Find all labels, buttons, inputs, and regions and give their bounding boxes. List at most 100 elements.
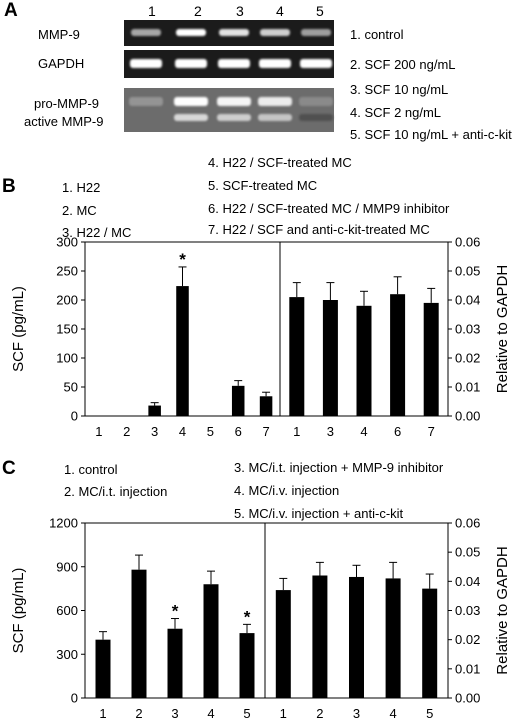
y2-tick-label: 0.00 — [455, 409, 480, 424]
bar — [131, 569, 147, 698]
y2-tick-label: 0.01 — [455, 380, 480, 395]
x-tick-label: 1 — [99, 706, 106, 721]
y-tick-label: 600 — [56, 603, 78, 618]
bar — [231, 385, 245, 416]
x-tick-label: 5 — [426, 706, 433, 721]
y-tick-label: 0 — [71, 409, 78, 424]
pro-mmp9-band — [217, 97, 251, 106]
legend-a-item: 4. SCF 2 ng/mL — [350, 105, 442, 120]
y-tick-label: 900 — [56, 559, 78, 574]
legend-b-item: 5. SCF-treated MC — [208, 178, 318, 193]
bar — [423, 302, 439, 416]
y2-tick-label: 0.05 — [455, 545, 480, 560]
x-tick-label: 7 — [262, 424, 269, 439]
legend-c-item: 5. MC/i.v. injection + anti-c-kit — [234, 506, 404, 521]
pro-mmp9-band — [174, 97, 208, 106]
x-tick-label: 7 — [428, 424, 435, 439]
y-tick-label: 50 — [64, 380, 78, 395]
mmp9-gel-image — [124, 20, 334, 46]
legend-c-item: 1. control — [64, 462, 118, 477]
bar — [176, 286, 189, 416]
bar — [322, 300, 338, 416]
x-tick-label: 6 — [394, 424, 401, 439]
gapdh-band — [218, 59, 250, 68]
y2-tick-label: 0.02 — [455, 351, 480, 366]
y-tick-label: 0 — [71, 691, 78, 706]
y2-axis-title: Relative to GAPDH — [494, 265, 511, 393]
legend-a-item: 5. SCF 10 ng/mL + anti-c-kit — [350, 127, 512, 142]
zymogram-image — [124, 88, 334, 132]
y2-tick-label: 0.04 — [455, 574, 480, 589]
lane-number: 3 — [236, 3, 244, 19]
bar — [203, 584, 219, 698]
x-tick-label: 2 — [135, 706, 142, 721]
panel-b-label: B — [2, 176, 16, 197]
bar — [289, 297, 305, 416]
active-mmp9-band — [258, 114, 292, 121]
y2-tick-label: 0.06 — [455, 516, 480, 531]
gel-label-mmp9: MMP-9 — [38, 27, 80, 42]
x-tick-label: 3 — [353, 706, 360, 721]
gel-label-gapdh: GAPDH — [38, 56, 85, 71]
lane-number: 5 — [316, 3, 324, 19]
legend-a-item: 3. SCF 10 ng/mL — [350, 82, 449, 97]
bar — [422, 588, 438, 698]
gapdh-gel-image — [124, 50, 334, 78]
y2-tick-label: 0.01 — [455, 661, 480, 676]
y-tick-label: 300 — [56, 647, 78, 662]
panel-a-label: A — [4, 0, 18, 21]
pro-mmp9-band — [299, 97, 333, 106]
x-tick-label: 2 — [316, 706, 323, 721]
active-mmp9-band — [174, 114, 208, 121]
significance-marker: * — [179, 250, 186, 269]
legend-b-item: 3. H22 / MC — [62, 225, 132, 240]
legend-b-item: 2. MC — [62, 203, 97, 218]
y-tick-label: 150 — [56, 322, 78, 337]
mmp9-band — [219, 29, 249, 36]
bar — [390, 294, 406, 416]
x-tick-label: 4 — [360, 424, 367, 439]
gapdh-band — [175, 59, 207, 68]
mmp9-band — [260, 29, 290, 36]
x-tick-label: 4 — [207, 706, 214, 721]
y-tick-label: 250 — [56, 264, 78, 279]
x-tick-label: 4 — [179, 424, 186, 439]
lane-number: 2 — [194, 3, 202, 19]
y2-tick-label: 0.05 — [455, 264, 480, 279]
significance-marker: * — [244, 607, 251, 626]
legend-b-item: 4. H22 / SCF-treated MC — [208, 155, 352, 170]
gapdh-band — [259, 59, 291, 68]
pro-mmp9-band — [129, 97, 163, 106]
legend-b-item: 6. H22 / SCF-treated MC / MMP9 inhibitor — [208, 201, 450, 216]
bar — [349, 576, 364, 698]
legend-c-item: 2. MC/i.t. injection — [64, 484, 168, 499]
y2-tick-label: 0.00 — [455, 691, 480, 706]
y-tick-label: 100 — [56, 351, 78, 366]
y-tick-label: 200 — [56, 293, 78, 308]
mmp9-band — [176, 29, 206, 36]
gapdh-band — [300, 59, 332, 68]
y2-tick-label: 0.03 — [455, 603, 480, 618]
bar — [148, 405, 161, 416]
legend-c-item: 4. MC/i.v. injection — [234, 483, 340, 498]
y-axis-title: SCF (pg/mL) — [10, 568, 27, 654]
lane-number: 4 — [276, 3, 284, 19]
y2-axis-title: Relative to GAPDH — [494, 546, 511, 674]
x-tick-label: 2 — [123, 424, 130, 439]
active-mmp9-band — [299, 114, 333, 121]
bar — [167, 628, 183, 698]
x-tick-label: 1 — [293, 424, 300, 439]
gapdh-band — [130, 59, 162, 68]
mmp9-band — [131, 29, 161, 36]
bar — [95, 639, 111, 698]
legend-c-item: 3. MC/i.t. injection + MMP-9 inhibitor — [234, 460, 444, 475]
pro-mmp9-band — [258, 97, 292, 106]
bar — [275, 590, 291, 698]
legend-a-item: 2. SCF 200 ng/mL — [350, 57, 456, 72]
y-tick-label: 1200 — [49, 516, 78, 531]
y2-tick-label: 0.02 — [455, 632, 480, 647]
bar — [385, 578, 401, 698]
x-tick-label: 3 — [151, 424, 158, 439]
x-tick-label: 1 — [95, 424, 102, 439]
panel-c-label: C — [2, 458, 16, 479]
